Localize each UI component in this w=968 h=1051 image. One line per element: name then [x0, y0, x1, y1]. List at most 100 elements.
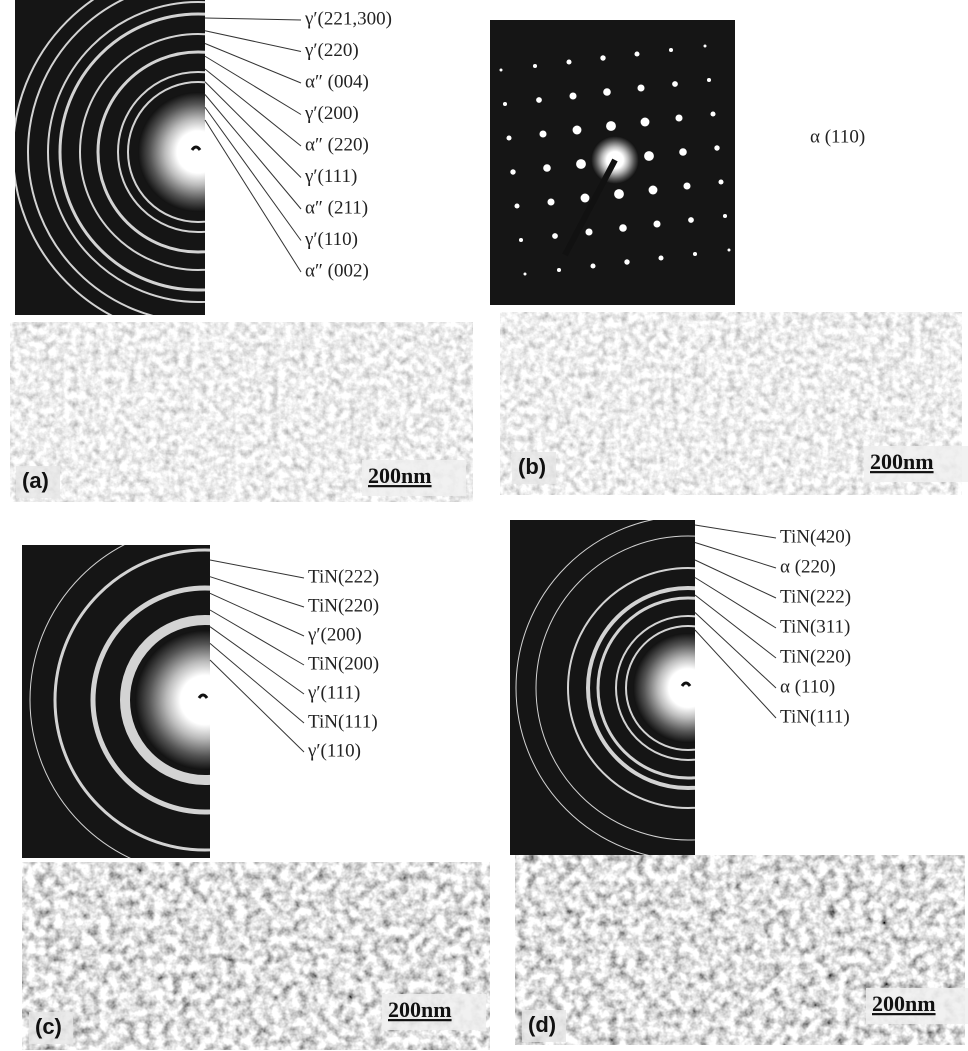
scale-bar: 200nm — [368, 463, 432, 488]
spot — [543, 164, 551, 172]
spot — [723, 214, 727, 218]
spot — [539, 130, 546, 137]
leader-line — [210, 660, 304, 752]
spot — [524, 273, 527, 276]
leader-line — [695, 613, 776, 689]
spot — [590, 263, 595, 268]
scale-bar: 200nm — [872, 991, 936, 1016]
spot — [649, 186, 658, 195]
spot — [683, 182, 690, 189]
reflection-label: α″ (220) — [305, 134, 369, 155]
spot — [624, 259, 629, 264]
leader-line — [210, 593, 304, 636]
spot — [569, 92, 576, 99]
spot — [693, 252, 697, 256]
halo — [633, 633, 743, 743]
reflection-label: α (110) — [810, 126, 865, 147]
leader-line — [695, 525, 776, 538]
spot — [600, 55, 605, 60]
spot — [536, 97, 542, 103]
reflection-label: TiN(420) — [780, 526, 851, 547]
scale-bar: 200nm — [870, 449, 934, 474]
reflection-label: TiN(111) — [308, 711, 378, 732]
leader-line — [695, 578, 776, 629]
spot — [557, 268, 561, 272]
spot — [669, 48, 673, 52]
diffraction-pattern — [490, 20, 735, 305]
spot — [573, 126, 582, 135]
spot — [707, 78, 711, 82]
spot — [714, 145, 719, 150]
leader-line — [210, 610, 304, 665]
spot — [675, 114, 682, 121]
spot — [533, 64, 537, 68]
halo — [138, 92, 258, 212]
leader-line — [210, 643, 304, 723]
reflection-label: γ′(200) — [307, 624, 362, 645]
spot — [728, 249, 731, 252]
reflection-label: α″ (002) — [305, 260, 369, 281]
leader-line — [210, 577, 304, 607]
leader-line — [205, 56, 301, 114]
spot — [704, 45, 707, 48]
reflection-label: γ′(110) — [307, 740, 361, 761]
reflection-label: α (220) — [780, 556, 836, 577]
leader-line — [205, 82, 301, 178]
spot — [514, 203, 519, 208]
spot — [688, 217, 694, 223]
reflection-label: γ′(110) — [304, 229, 358, 250]
spot — [679, 148, 687, 156]
reflection-label: γ′(220) — [304, 40, 359, 61]
halo — [135, 630, 275, 770]
spot — [672, 81, 678, 87]
leader-line — [205, 120, 301, 272]
leader-line — [210, 627, 304, 694]
spot — [641, 118, 650, 127]
leader-line — [695, 630, 776, 718]
panel-letter: (a) — [22, 468, 49, 493]
spot — [552, 233, 558, 239]
reflection-label: TiN(220) — [308, 595, 379, 616]
reflection-label: α″ (004) — [305, 71, 369, 92]
reflection-label: γ′(221,300) — [304, 8, 392, 29]
leader-line — [210, 560, 304, 578]
spot — [547, 198, 554, 205]
spot — [581, 194, 590, 203]
spot — [585, 228, 592, 235]
reflection-label: TiN(222) — [308, 566, 379, 587]
spot — [718, 179, 723, 184]
spot — [710, 111, 715, 116]
spot — [614, 189, 624, 199]
reflection-label: γ′(111) — [304, 166, 357, 187]
reflection-label: TiN(311) — [780, 616, 850, 637]
spot — [576, 159, 586, 169]
leader-line — [205, 31, 301, 52]
reflection-label: TiN(200) — [308, 653, 379, 674]
spot — [566, 59, 571, 64]
spot — [658, 255, 663, 260]
leader-line — [205, 95, 301, 210]
reflection-label: α (110) — [780, 676, 835, 697]
reflection-label: TiN(111) — [780, 706, 850, 727]
spot — [603, 88, 611, 96]
leader-line — [205, 69, 301, 146]
panel-letter: (b) — [518, 454, 546, 479]
leader-line — [205, 44, 301, 84]
figure: γ′(221,300) γ′(220) α″ (004) γ′(200) α″ (220… — [0, 0, 968, 1051]
spot — [606, 121, 616, 131]
spot — [637, 84, 644, 91]
reflection-label: α″ (211) — [305, 197, 368, 218]
spot — [653, 220, 660, 227]
spot — [503, 102, 507, 106]
leader-line — [205, 18, 301, 20]
spot — [634, 51, 639, 56]
leader-line — [205, 107, 301, 240]
panel-letter: (c) — [35, 1014, 62, 1039]
leader-line — [695, 560, 776, 598]
leader-line — [695, 543, 776, 569]
scale-bar: 200nm — [388, 997, 452, 1022]
spot — [519, 238, 523, 242]
spot — [644, 151, 654, 161]
leader-line — [695, 595, 776, 658]
reflection-label: TiN(222) — [780, 586, 851, 607]
